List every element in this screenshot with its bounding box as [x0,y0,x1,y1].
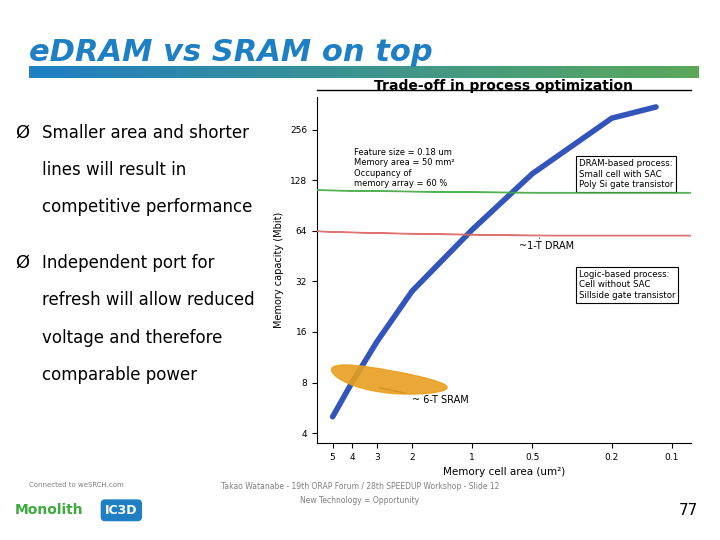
Text: voltage and therefore: voltage and therefore [42,328,222,347]
Y-axis label: Memory capacity (Mbit): Memory capacity (Mbit) [274,212,284,328]
Text: 77: 77 [679,503,698,518]
Text: comparable power: comparable power [42,366,197,384]
Text: Feature size = 0.18 um
Memory area = 50 mm²
Occupancy of
memory array = 60 %: Feature size = 0.18 um Memory area = 50 … [354,148,455,188]
Text: refresh will allow reduced: refresh will allow reduced [42,292,255,309]
Text: Logic-based process:
Cell without SAC
Sillside gate transistor: Logic-based process: Cell without SAC Si… [579,270,675,300]
Title: Trade-off in process optimization: Trade-off in process optimization [374,79,634,93]
Text: Takao Watanabe - 19th ORAP Forum / 28th SPEEDUP Workshop - Slide 12: Takao Watanabe - 19th ORAP Forum / 28th … [221,482,499,491]
Text: ~1-T DRAM: ~1-T DRAM [519,238,575,251]
Ellipse shape [331,365,447,394]
Text: Ø: Ø [15,254,30,272]
Text: New Technology = Opportunity: New Technology = Opportunity [300,496,420,505]
Text: Smaller area and shorter: Smaller area and shorter [42,124,249,141]
Text: Ø: Ø [15,124,30,141]
Text: Connected to weSRCH.com: Connected to weSRCH.com [29,482,124,488]
Text: eDRAM vs SRAM on top: eDRAM vs SRAM on top [29,38,433,67]
Text: Independent port for: Independent port for [42,254,215,272]
Ellipse shape [274,229,720,243]
Text: lines will result in: lines will result in [42,161,186,179]
X-axis label: Memory cell area (um²): Memory cell area (um²) [443,467,565,477]
Ellipse shape [225,187,720,199]
Text: Monolith: Monolith [14,503,83,517]
Text: DRAM-based process:
Small cell with SAC
Poly Si gate transistor: DRAM-based process: Small cell with SAC … [579,159,673,189]
Text: IC3D: IC3D [105,504,138,517]
Text: ~ 6-T SRAM: ~ 6-T SRAM [379,388,469,406]
Text: competitive performance: competitive performance [42,198,253,216]
